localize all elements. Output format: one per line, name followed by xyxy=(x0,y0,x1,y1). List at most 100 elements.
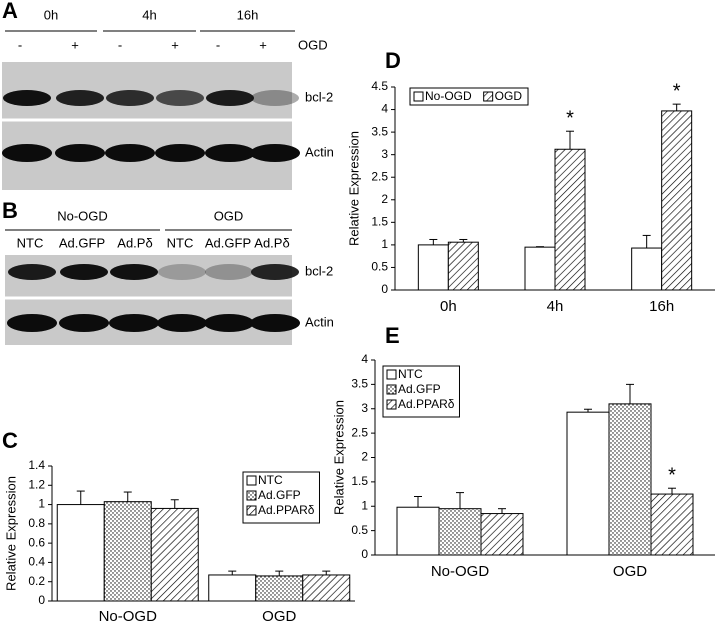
annotation: * xyxy=(673,80,681,102)
lane-group-label: No-OGD xyxy=(57,208,108,223)
y-tick-label: 3 xyxy=(381,147,388,161)
y-tick-label: 0.5 xyxy=(351,523,368,537)
actin-band xyxy=(59,314,109,332)
x-tick-label: OGD xyxy=(262,608,296,625)
bcl2-band xyxy=(251,90,299,106)
y-tick-label: 1 xyxy=(381,237,388,251)
bcl2-band xyxy=(56,90,104,106)
y-tick-label: 1 xyxy=(38,497,45,511)
legend-swatch xyxy=(386,384,397,395)
bar xyxy=(447,241,479,291)
panel-letter: B xyxy=(2,198,18,223)
legend: No-OGD OGD xyxy=(409,87,529,106)
legend-swatch xyxy=(413,91,424,102)
y-tick-label: 0.8 xyxy=(28,516,45,530)
actin-band xyxy=(7,314,57,332)
legend-swatch xyxy=(386,399,397,410)
bar xyxy=(480,513,524,556)
y-tick-label: 2.5 xyxy=(371,169,388,183)
legend-swatch xyxy=(246,475,257,486)
error-bar xyxy=(459,238,468,243)
error-bar xyxy=(228,570,237,575)
bar xyxy=(302,574,351,602)
actin-band xyxy=(155,144,205,162)
y-tick-label: 2 xyxy=(361,450,368,464)
lane-label: + xyxy=(71,37,79,52)
blot-background xyxy=(2,62,292,190)
legend-label: No-OGD xyxy=(425,89,472,103)
y-tick-label: 0 xyxy=(361,547,368,561)
condition-label: OGD xyxy=(298,37,328,52)
bar xyxy=(650,493,694,556)
x-tick-label: No-OGD xyxy=(431,563,490,580)
legend-label: Ad.GFP xyxy=(398,382,441,396)
panel-letter: A xyxy=(2,0,18,23)
row-label: bcl-2 xyxy=(305,263,333,278)
legend-swatch xyxy=(246,505,257,516)
error-bar xyxy=(429,238,438,245)
lane-label: Ad.Pδ xyxy=(117,235,152,250)
y-axis-label: Relative Expression xyxy=(331,400,346,515)
bcl2-band xyxy=(110,264,158,280)
panel-letter: D xyxy=(385,48,401,73)
legend-swatch xyxy=(483,91,494,102)
legend-label: Ad.PPARδ xyxy=(398,397,455,411)
actin-band xyxy=(205,144,255,162)
lane-label: - xyxy=(118,37,122,52)
bcl2-band xyxy=(156,90,204,106)
panel-letter: C xyxy=(2,428,18,453)
error-bar xyxy=(642,234,651,249)
actin-band xyxy=(157,314,207,332)
y-tick-label: 1 xyxy=(361,498,368,512)
lane-label: - xyxy=(18,37,22,52)
x-tick-label: No-OGD xyxy=(99,608,158,625)
bcl2-band xyxy=(205,264,253,280)
y-tick-label: 1.5 xyxy=(351,474,368,488)
y-tick-label: 0.4 xyxy=(28,555,45,569)
y-tick-label: 3.5 xyxy=(351,377,368,391)
actin-band xyxy=(109,314,159,332)
error-bar xyxy=(566,130,574,150)
error-bar xyxy=(123,491,132,502)
annotation: * xyxy=(668,464,676,486)
x-tick-label: 16h xyxy=(649,298,674,315)
bcl2-band xyxy=(3,90,51,106)
bcl2-band xyxy=(8,264,56,280)
bar xyxy=(417,244,449,291)
x-tick-label: OGD xyxy=(613,563,647,580)
y-tick-label: 2 xyxy=(381,192,388,206)
y-tick-label: 2.5 xyxy=(351,425,368,439)
error-bar xyxy=(76,490,85,505)
y-axis-label: Relative Expression xyxy=(346,131,361,246)
y-tick-label: 4.5 xyxy=(371,79,388,93)
legend-swatch xyxy=(246,490,257,501)
bar xyxy=(103,501,152,602)
lane-group-label: 16h xyxy=(237,7,259,22)
error-bar xyxy=(322,570,331,575)
y-tick-label: 0.5 xyxy=(371,260,388,274)
y-tick-label: 0 xyxy=(381,282,388,296)
error-bar xyxy=(668,487,676,495)
bar xyxy=(608,403,652,556)
bar xyxy=(396,506,440,556)
bcl2-band xyxy=(158,264,206,280)
bar xyxy=(255,575,304,602)
lane-label: Ad.Pδ xyxy=(254,235,289,250)
error-bar xyxy=(672,103,681,111)
actin-band xyxy=(250,314,300,332)
bar xyxy=(150,507,199,602)
y-tick-label: 3.5 xyxy=(371,124,388,138)
y-tick-label: 3 xyxy=(361,401,368,415)
error-bar xyxy=(456,492,464,509)
lane-label: + xyxy=(259,37,267,52)
bar xyxy=(566,411,610,556)
error-bar xyxy=(498,508,506,514)
bcl2-band xyxy=(106,90,154,106)
y-axis-label: Relative Expression xyxy=(3,476,18,591)
error-bar xyxy=(170,499,179,509)
error-bar xyxy=(275,570,284,576)
